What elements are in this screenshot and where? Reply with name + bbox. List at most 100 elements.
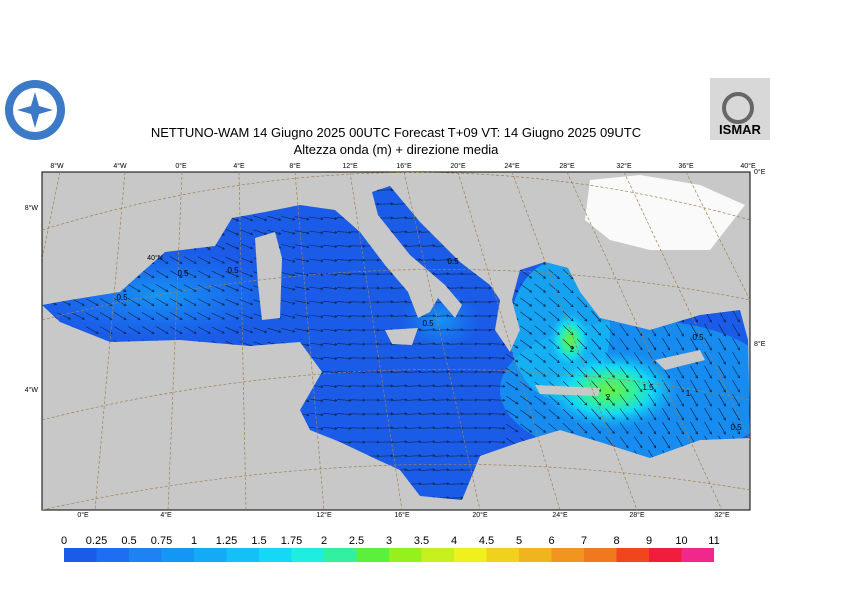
direction-arrow	[718, 351, 726, 365]
direction-arrow	[704, 365, 712, 379]
direction-arrow	[576, 338, 588, 350]
colorbar-label: 3.5	[414, 535, 429, 547]
direction-arrow	[420, 244, 436, 248]
contour-label: 0.5	[422, 319, 434, 328]
direction-arrow	[225, 298, 239, 306]
lon-label: 36°E	[678, 162, 694, 170]
direction-arrow	[434, 272, 450, 276]
direction-arrow	[562, 394, 574, 406]
direction-arrow	[476, 440, 492, 444]
direction-arrow	[309, 328, 324, 333]
direction-arrow	[420, 398, 436, 402]
direction-arrow	[690, 323, 698, 337]
lon-label: 32°E	[714, 511, 730, 519]
direction-arrow	[378, 300, 394, 304]
direction-arrow	[676, 407, 684, 421]
direction-arrow	[520, 297, 533, 307]
direction-arrow	[476, 286, 492, 290]
lon-label: 0°E	[175, 162, 187, 170]
direction-arrow	[253, 327, 268, 333]
logo-text: ISMAR	[719, 122, 762, 137]
direction-arrow	[434, 258, 450, 262]
logo-left	[5, 80, 65, 140]
direction-arrow	[647, 365, 657, 379]
direction-arrow	[548, 395, 560, 405]
direction-arrow	[520, 367, 533, 377]
direction-arrow	[462, 412, 478, 416]
direction-arrow	[420, 482, 436, 486]
direction-arrow	[420, 342, 436, 346]
direction-arrow	[281, 258, 296, 263]
direction-arrow	[619, 380, 629, 393]
colorbar-label: 7	[581, 535, 587, 547]
direction-arrow	[548, 339, 560, 349]
direction-arrow	[323, 245, 338, 248]
direction-arrow	[183, 326, 197, 334]
direction-arrow	[704, 337, 712, 351]
direction-arrow	[732, 421, 740, 435]
direction-arrow	[562, 352, 574, 364]
lat-label: 4°W	[25, 386, 39, 394]
direction-arrow	[323, 343, 338, 346]
direction-arrow	[378, 412, 394, 416]
direction-arrow	[155, 284, 169, 292]
direction-arrow	[476, 356, 492, 360]
direction-arrow	[704, 351, 712, 365]
direction-arrow	[406, 370, 422, 374]
direction-arrow	[309, 272, 324, 277]
colorbar-label: 11	[708, 535, 719, 547]
direction-arrow	[520, 395, 533, 405]
lon-label: 12°E	[316, 511, 332, 519]
colorbar-box	[161, 548, 194, 562]
direction-arrow	[127, 312, 141, 320]
colorbar-label: 5	[516, 535, 522, 547]
direction-arrow	[505, 423, 519, 433]
direction-arrow	[239, 327, 254, 334]
direction-arrow	[520, 409, 533, 419]
direction-arrow	[406, 454, 422, 458]
direction-arrow	[420, 426, 436, 430]
direction-arrow	[378, 314, 394, 318]
direction-arrow	[548, 269, 560, 279]
map-labels: 8°W 4°W 0°E 4°E 8°E 12°E 16°E 20°E 24°E 28°E 32°E 3…	[25, 162, 766, 519]
direction-arrow	[197, 270, 211, 278]
direction-arrow	[534, 283, 546, 293]
lon-label: 8°E	[289, 162, 301, 170]
direction-arrow	[211, 298, 225, 306]
contour-label: 1	[686, 389, 691, 398]
direction-arrow	[420, 440, 436, 444]
direction-arrow	[378, 384, 394, 388]
lon-label: 28°E	[559, 162, 575, 170]
direction-arrow	[662, 435, 670, 449]
direction-arrow	[336, 314, 352, 318]
direction-arrow	[406, 412, 422, 416]
direction-arrow	[576, 352, 588, 364]
lon-label: 8°W	[50, 162, 64, 170]
colorbar-box	[356, 548, 389, 562]
direction-arrow	[350, 398, 366, 402]
direction-arrow	[490, 384, 506, 388]
colorbar-box	[389, 548, 422, 562]
colorbar-label: 4.5	[479, 535, 494, 547]
direction-arrow	[490, 370, 506, 374]
contour-label: 2	[606, 393, 611, 402]
direction-arrow	[647, 407, 657, 421]
direction-arrow	[605, 338, 615, 350]
direction-arrow	[295, 216, 310, 221]
direction-arrow	[336, 300, 352, 304]
direction-arrow	[336, 258, 352, 262]
contour-label: 1.5	[642, 383, 654, 392]
colorbar-label: 8	[613, 535, 619, 547]
colorbar-box	[454, 548, 487, 562]
direction-arrow	[85, 298, 99, 306]
direction-arrow	[350, 440, 366, 444]
direction-arrow	[183, 312, 197, 320]
direction-arrow	[662, 393, 670, 407]
direction-arrow	[211, 270, 225, 278]
direction-arrow	[647, 337, 657, 351]
direction-arrow	[127, 284, 141, 292]
colorbar-box	[64, 548, 97, 562]
direction-arrow	[378, 188, 394, 192]
direction-arrow	[281, 230, 296, 235]
direction-arrow	[323, 231, 338, 234]
